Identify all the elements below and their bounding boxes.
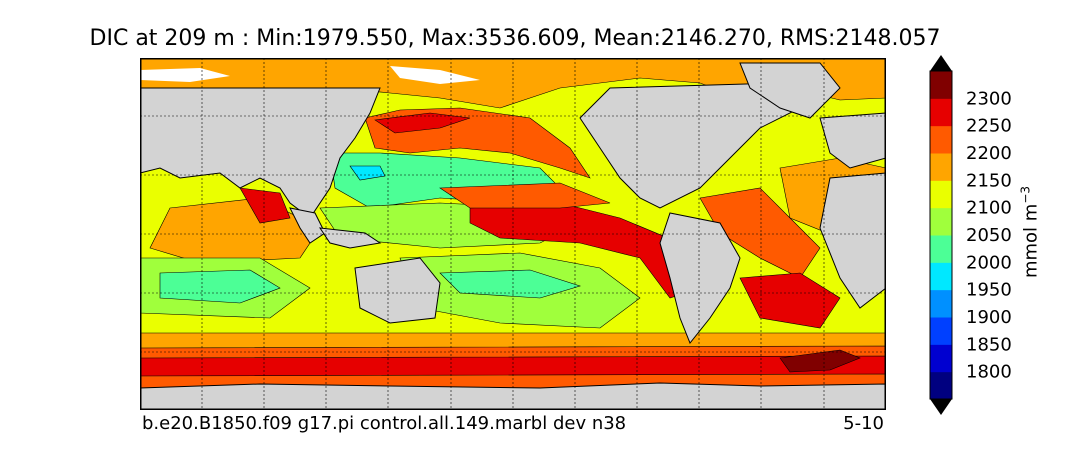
contour-equatorial-red: [469, 202, 701, 299]
dic-map: [140, 58, 886, 410]
land-eurasia-west: [140, 87, 381, 219]
colorbar-segment: [930, 207, 952, 236]
colorbar-segment: [930, 344, 952, 373]
colorbar-segment: [930, 235, 952, 263]
land-indonesia: [318, 227, 382, 249]
colorbar: 1800 1850 1900 1950 2000 2050 2100 2150 2200 2250…: [929, 55, 1012, 415]
colorbar-tick-label: 1850: [966, 334, 1012, 355]
years-label: 5-10: [843, 413, 884, 434]
colorbar-segment: [930, 98, 952, 127]
colorbar-tick-label: 2200: [966, 143, 1012, 164]
colorbar-outline: [929, 70, 953, 400]
missing-arctic: [390, 66, 480, 84]
map-title: DIC at 209 m : Min:1979.550, Max:3536.60…: [89, 26, 941, 51]
colorbar-tick-label: 1950: [966, 280, 1012, 301]
missing-arctic-2: [140, 68, 230, 82]
contour-north-pacific-darkred: [374, 112, 471, 134]
contour-indian-red: [239, 187, 291, 224]
contour-south-pacific-green: [439, 269, 582, 299]
contour-equatorial-orange: [439, 182, 611, 209]
contour-north-pacific-cyan: [349, 165, 386, 181]
colorbar-units-label: mmol m−3: [1018, 185, 1042, 279]
land-africa: [819, 172, 886, 309]
land-south-america: [659, 212, 741, 344]
colorbar-segment: [930, 371, 952, 400]
colorbar-extend-min: [930, 399, 952, 415]
colorbar-tick-label: 2000: [966, 252, 1012, 273]
colorbar-segment: [930, 153, 952, 181]
land-australia: [354, 257, 441, 324]
colorbar-segment: [930, 71, 952, 99]
land-europe: [819, 112, 886, 169]
colorbar-tick-label: 2050: [966, 225, 1012, 246]
contour-southern-maroon: [779, 349, 861, 373]
colorbar-tick-label: 2250: [966, 116, 1012, 137]
contour-indian-green: [159, 269, 281, 304]
colorbar-segment: [930, 317, 952, 345]
colorbar-tick-label: 2100: [966, 198, 1012, 219]
colorbar-tick-label: 1900: [966, 307, 1012, 328]
land-greenland: [739, 62, 841, 119]
colorbar-tick-label: 2150: [966, 170, 1012, 191]
colorbar-segment: [930, 125, 952, 154]
colorbar-tick-label: 1800: [966, 362, 1012, 383]
colorbar-segment: [930, 289, 952, 318]
land-antarctica: [140, 382, 886, 410]
colorbar-extend-max: [930, 55, 952, 71]
case-name-label: b.e20.B1850.f09 g17.pi control.all.149.m…: [142, 413, 627, 434]
graticule: [140, 58, 886, 410]
colorbar-segment: [930, 262, 952, 291]
colorbar-tick-label: 2300: [966, 88, 1012, 109]
colorbar-segment: [930, 180, 952, 209]
contour-south-atlantic-red: [739, 272, 841, 329]
